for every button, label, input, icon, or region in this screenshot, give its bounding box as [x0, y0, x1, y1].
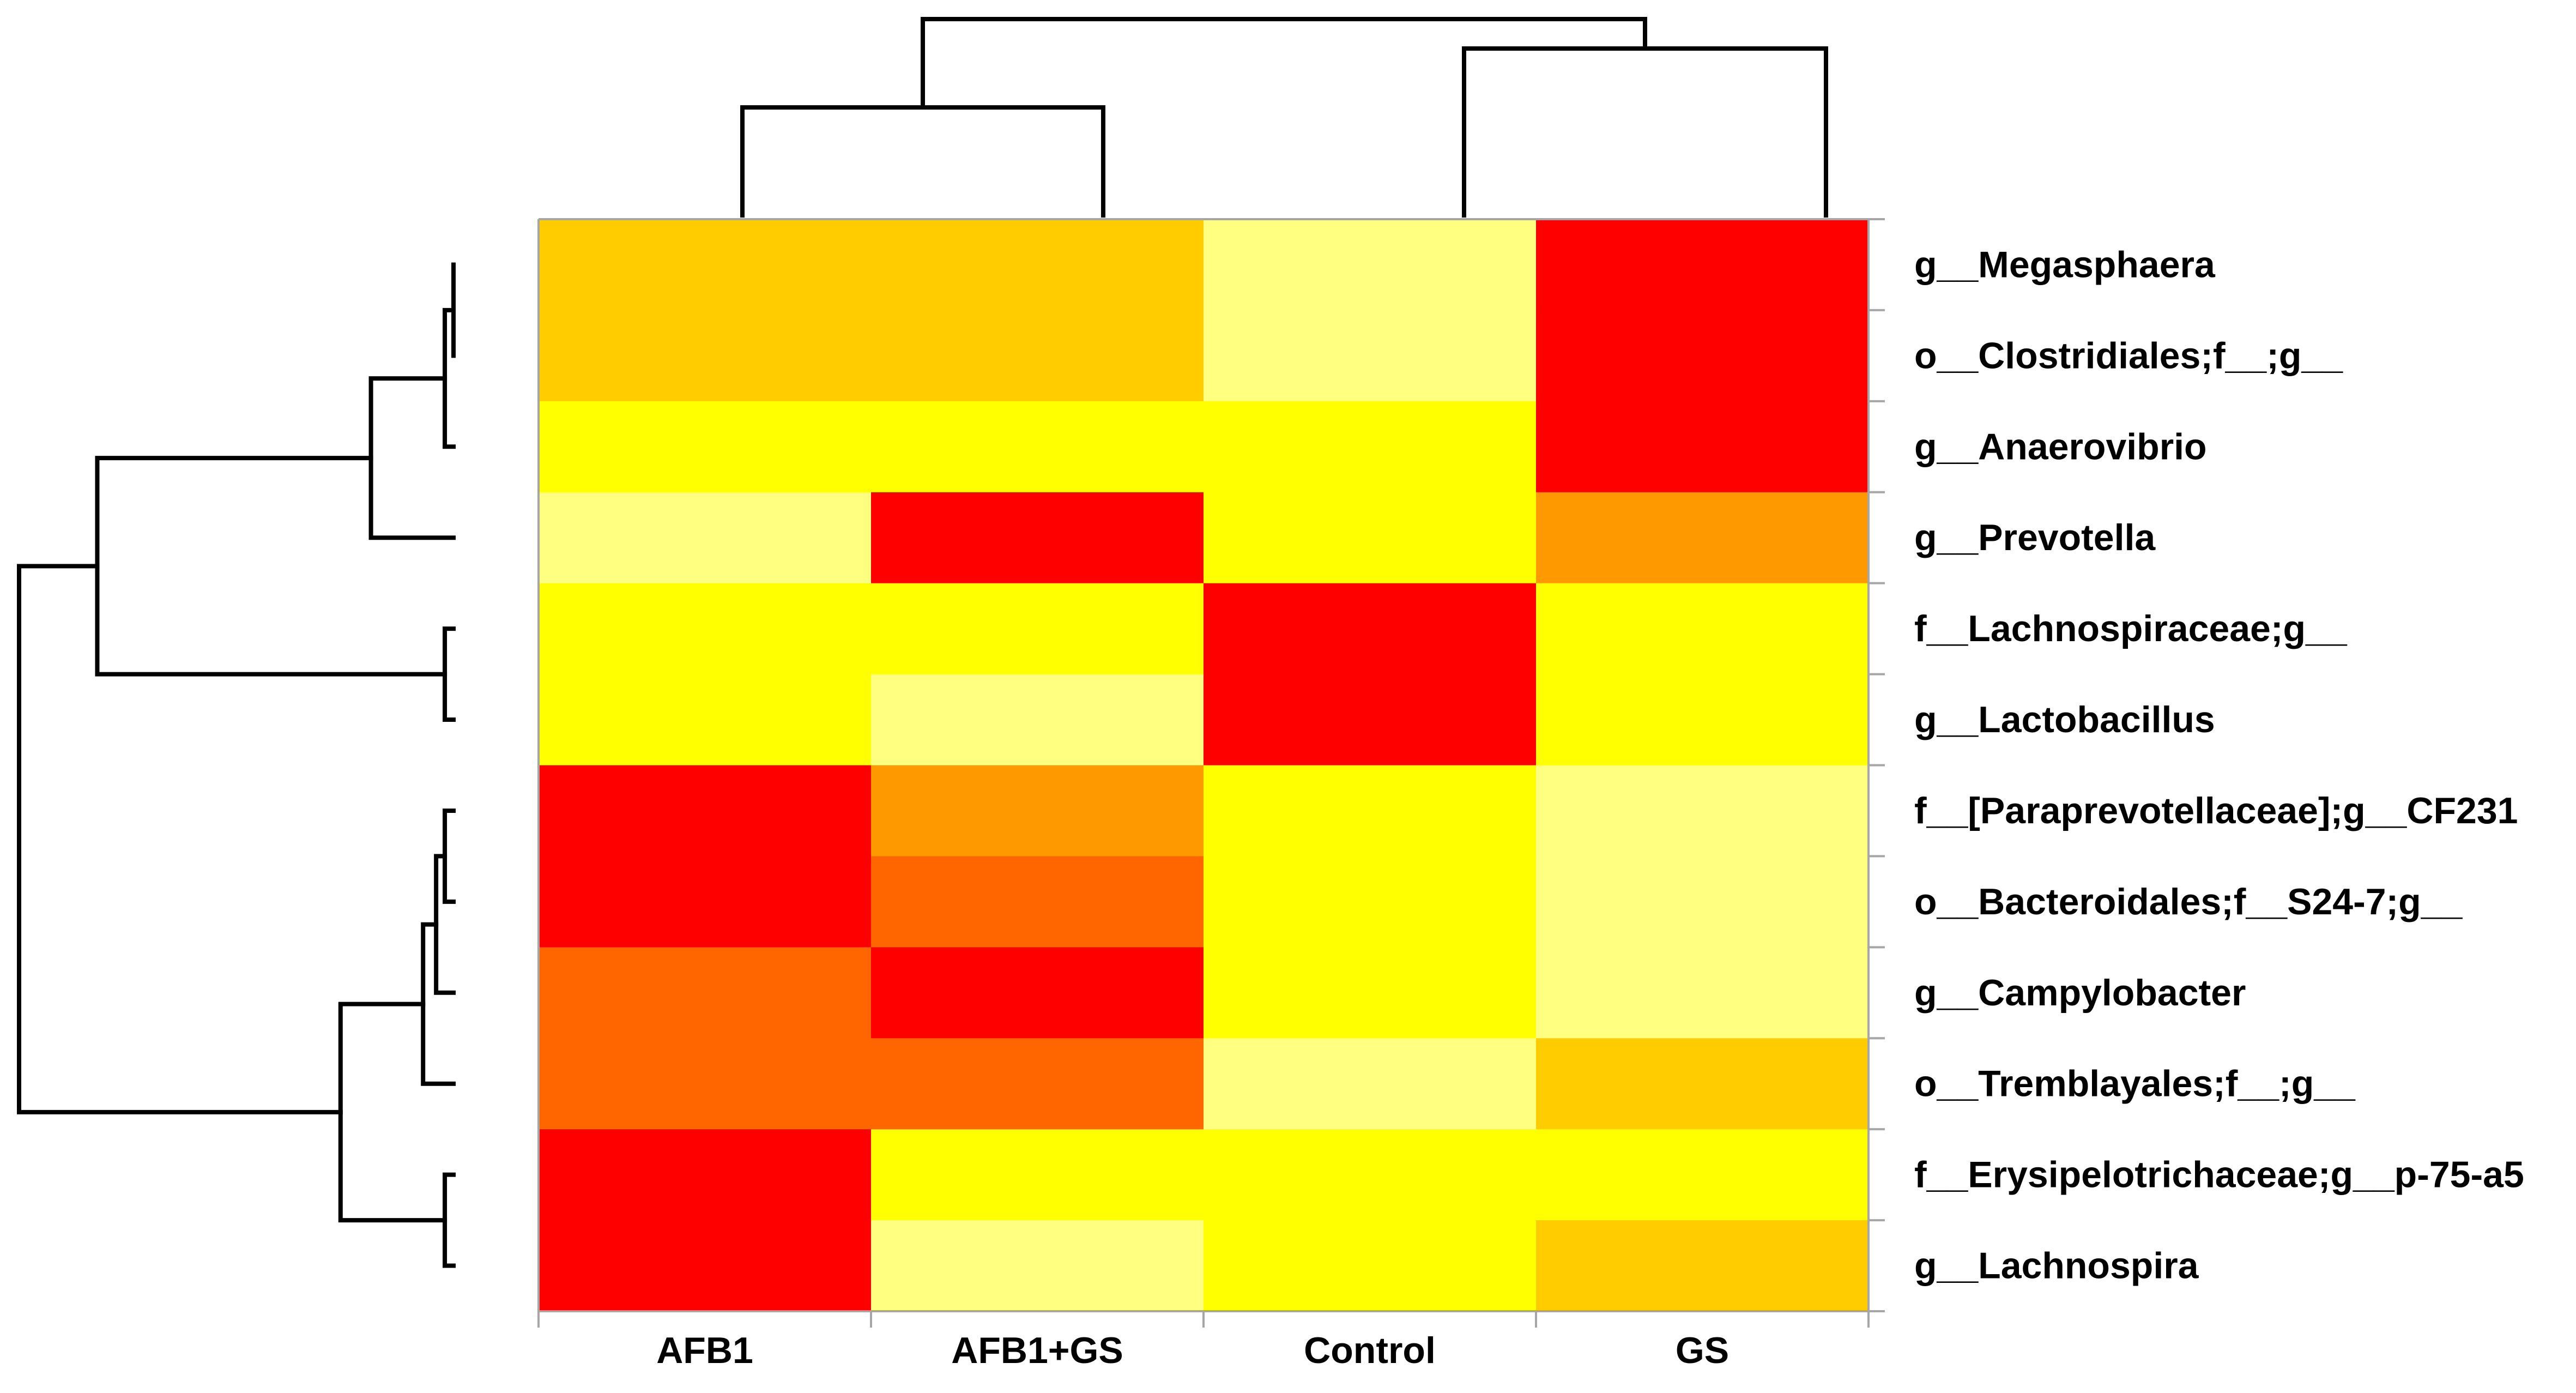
heatmap-cell — [539, 310, 872, 402]
heatmap-cell — [539, 1129, 872, 1221]
row-label: g__Anaerovibrio — [1914, 426, 2207, 467]
heatmap-cell — [539, 1038, 872, 1130]
column-dendrogram-branch — [921, 17, 1647, 110]
heatmap-cell — [1204, 674, 1537, 766]
heatmap-cell — [1204, 583, 1537, 675]
heatmap-cell — [1536, 310, 1869, 402]
heatmap-cell — [539, 856, 872, 948]
heatmap-cell — [871, 1220, 1204, 1312]
column-labels: AFB1 AFB1+GS Control GS — [656, 1330, 1729, 1371]
heatmap-cell — [1536, 1220, 1869, 1312]
row-label: f__Erysipelotrichaceae;g__p-75-a5 — [1914, 1154, 2524, 1196]
axis-ticks — [537, 218, 1885, 1328]
row-label: o__Clostridiales;f__;g__ — [1914, 335, 2343, 376]
column-dendrogram-branch — [1462, 46, 1828, 218]
row-dendrogram — [17, 262, 456, 1268]
heatmap-cell — [1536, 401, 1869, 493]
heatmap-cell — [539, 401, 872, 493]
row-label: g__Prevotella — [1914, 517, 2156, 558]
heatmap-cell — [871, 765, 1204, 857]
heatmap-cell — [871, 1129, 1204, 1221]
row-dendrogram-branch — [17, 564, 343, 1114]
column-label: Control — [1304, 1330, 1436, 1371]
row-dendrogram-branch — [95, 456, 448, 677]
heatmap-cell — [871, 947, 1204, 1039]
column-label: GS — [1676, 1330, 1729, 1371]
heatmap-cell — [1204, 765, 1537, 857]
heatmap-cell — [1204, 310, 1537, 402]
heatmap-cell — [871, 674, 1204, 766]
heatmap-cell — [1204, 1038, 1537, 1130]
heatmap-cell — [1536, 1129, 1869, 1221]
row-labels: g__Megasphaera o__Clostridiales;f__;g__ g_… — [1914, 244, 2524, 1286]
heatmap-cell — [539, 1220, 872, 1312]
heatmap-cell — [539, 583, 872, 675]
heatmap-cell — [871, 310, 1204, 402]
row-label: g__Megasphaera — [1914, 244, 2216, 285]
row-label: f__Lachnospiraceae;g__ — [1914, 608, 2348, 649]
heatmap-cell — [1204, 401, 1537, 493]
heatmap-cell — [539, 219, 872, 311]
heatmap-cell — [871, 1038, 1204, 1130]
heatmap-cell — [1204, 1129, 1537, 1221]
row-dendrogram-branch — [338, 1002, 448, 1223]
row-label: o__Bacteroidales;f__S24-7;g__ — [1914, 881, 2463, 922]
row-label: o__Tremblayales;f__;g__ — [1914, 1063, 2356, 1105]
heatmap-cell — [1536, 947, 1869, 1039]
heatmap-cell — [1204, 219, 1537, 311]
heatmap-cell — [1536, 674, 1869, 766]
heatmap-cell — [1536, 219, 1869, 311]
row-label: g__Lactobacillus — [1914, 699, 2215, 740]
heatmap-cell — [1204, 1220, 1537, 1312]
heatmap-cell — [1204, 856, 1537, 948]
heatmap-cell — [871, 583, 1204, 675]
column-label: AFB1+GS — [951, 1330, 1123, 1371]
column-dendrogram-branch — [740, 105, 1105, 218]
row-label: f__[Paraprevotellaceae];g__CF231 — [1914, 790, 2518, 831]
heatmap-cells — [539, 219, 1869, 1312]
heatmap-cell — [1536, 492, 1869, 584]
heatmap-cell — [871, 856, 1204, 948]
heatmap-cell — [539, 492, 872, 584]
column-label: AFB1 — [656, 1330, 753, 1371]
heatmap-cell — [1536, 1038, 1869, 1130]
heatmap-cell — [1204, 492, 1537, 584]
row-label: g__Lachnospira — [1914, 1245, 2199, 1287]
heatmap-cell — [1536, 765, 1869, 857]
heatmap-cell — [1536, 856, 1869, 948]
heatmap-cell — [539, 765, 872, 857]
heatmap-cell — [1536, 583, 1869, 675]
heatmap-cell — [539, 674, 872, 766]
heatmap-cell — [871, 401, 1204, 493]
heatmap-cell — [1204, 947, 1537, 1039]
row-dendrogram-branch — [368, 376, 456, 540]
column-dendrogram — [740, 17, 1828, 218]
heatmap-cell — [871, 219, 1204, 311]
heatmap-cell — [871, 492, 1204, 584]
heatmap-cell — [539, 947, 872, 1039]
row-label: g__Campylobacter — [1914, 972, 2246, 1014]
